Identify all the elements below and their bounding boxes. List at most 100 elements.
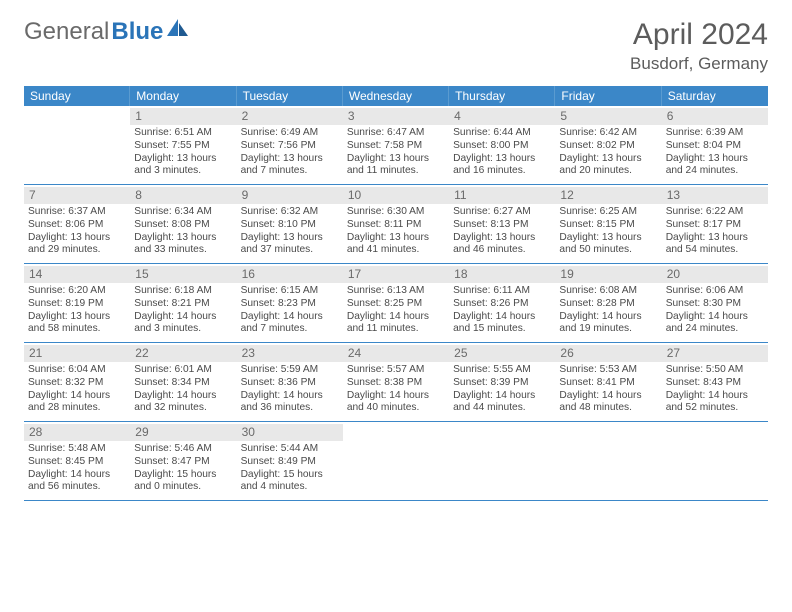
day-info-line: Daylight: 14 hours [241,390,339,403]
day-info-line: and 16 minutes. [453,165,551,178]
day-info-line: Sunset: 8:32 PM [28,377,126,390]
day-info-line: and 52 minutes. [666,402,764,415]
day-number: 25 [449,345,555,362]
day-info-line: Daylight: 14 hours [559,311,657,324]
day-info-line: Daylight: 13 hours [241,153,339,166]
month-title: April 2024 [630,18,768,52]
day-info-line: Daylight: 13 hours [453,232,551,245]
day-info-line: Daylight: 14 hours [347,390,445,403]
day-number: 9 [237,187,343,204]
day-info-line: Sunrise: 6:27 AM [453,206,551,219]
day-info-line: Sunset: 8:41 PM [559,377,657,390]
title-block: April 2024 Busdorf, Germany [630,18,768,74]
day-info-line: Sunrise: 6:04 AM [28,364,126,377]
day-cell: 26Sunrise: 5:53 AMSunset: 8:41 PMDayligh… [555,343,661,421]
day-info-line: Daylight: 14 hours [28,390,126,403]
day-info-line: Sunset: 8:06 PM [28,219,126,232]
day-info-line: Sunrise: 6:01 AM [134,364,232,377]
day-info-line: Sunrise: 6:30 AM [347,206,445,219]
day-number: 22 [130,345,236,362]
day-info-line: Sunrise: 6:49 AM [241,127,339,140]
day-header: Wednesday [343,86,449,106]
day-cell: 1Sunrise: 6:51 AMSunset: 7:55 PMDaylight… [130,106,236,184]
day-info-line: Sunrise: 5:50 AM [666,364,764,377]
day-info-line: Sunset: 8:02 PM [559,140,657,153]
day-info-line: Daylight: 14 hours [134,311,232,324]
day-info-line: Sunrise: 6:22 AM [666,206,764,219]
day-number: 15 [130,266,236,283]
day-info-line: Sunrise: 6:32 AM [241,206,339,219]
day-info-line: Sunrise: 6:06 AM [666,285,764,298]
day-info-line: Sunset: 8:19 PM [28,298,126,311]
day-number: 18 [449,266,555,283]
day-header-row: Sunday Monday Tuesday Wednesday Thursday… [24,86,768,106]
day-info-line: Daylight: 13 hours [28,311,126,324]
day-info-line: Sunrise: 6:11 AM [453,285,551,298]
day-header: Tuesday [237,86,343,106]
day-info-line: and 11 minutes. [347,323,445,336]
day-info-line: and 36 minutes. [241,402,339,415]
calendar: Sunday Monday Tuesday Wednesday Thursday… [24,86,768,501]
day-number: 30 [237,424,343,441]
day-cell [555,422,661,500]
day-cell: 7Sunrise: 6:37 AMSunset: 8:06 PMDaylight… [24,185,130,263]
day-number: 17 [343,266,449,283]
day-info-line: Sunset: 8:23 PM [241,298,339,311]
day-cell: 22Sunrise: 6:01 AMSunset: 8:34 PMDayligh… [130,343,236,421]
day-number: 4 [449,108,555,125]
day-info-line: Sunrise: 6:37 AM [28,206,126,219]
day-info-line: Sunrise: 6:13 AM [347,285,445,298]
day-cell: 15Sunrise: 6:18 AMSunset: 8:21 PMDayligh… [130,264,236,342]
day-info-line: Sunrise: 5:48 AM [28,443,126,456]
day-number: 6 [662,108,768,125]
day-cell: 29Sunrise: 5:46 AMSunset: 8:47 PMDayligh… [130,422,236,500]
day-cell: 14 Sunrise: 6:20 AMSunset: 8:19 PMDayligh… [24,264,130,342]
day-info-line: Daylight: 15 hours [241,469,339,482]
day-number: 1 [130,108,236,125]
day-info-line: Daylight: 14 hours [453,390,551,403]
day-cell: 10Sunrise: 6:30 AMSunset: 8:11 PMDayligh… [343,185,449,263]
day-header: Sunday [24,86,130,106]
day-info-line: and 19 minutes. [559,323,657,336]
day-cell: 2Sunrise: 6:49 AMSunset: 7:56 PMDaylight… [237,106,343,184]
day-cell: 19Sunrise: 6:08 AMSunset: 8:28 PMDayligh… [555,264,661,342]
day-info-line: and 11 minutes. [347,165,445,178]
day-info-line: Daylight: 14 hours [241,311,339,324]
day-info-line: Sunrise: 6:20 AM [28,285,126,298]
day-info-line: Daylight: 13 hours [134,153,232,166]
day-info-line: Sunset: 7:56 PM [241,140,339,153]
day-info-line: Daylight: 14 hours [28,469,126,482]
day-info-line: Sunrise: 6:18 AM [134,285,232,298]
week-row: 14Sunrise: 6:20 AMSunset: 8:19 PMDayligh… [24,264,768,343]
day-cell: 9Sunrise: 6:32 AMSunset: 8:10 PMDaylight… [237,185,343,263]
day-info-line: and 58 minutes. [28,323,126,336]
day-header: Friday [555,86,661,106]
day-info-line: and 3 minutes. [134,165,232,178]
day-info-line: Sunrise: 6:39 AM [666,127,764,140]
week-row: 1Sunrise: 6:51 AMSunset: 7:55 PMDaylight… [24,106,768,185]
day-cell: 11Sunrise: 6:27 AMSunset: 8:13 PMDayligh… [449,185,555,263]
week-row: 7Sunrise: 6:37 AMSunset: 8:06 PMDaylight… [24,185,768,264]
day-cell [24,106,130,184]
day-info-line: and 48 minutes. [559,402,657,415]
day-number: 13 [662,187,768,204]
week-row: 21Sunrise: 6:04 AMSunset: 8:32 PMDayligh… [24,343,768,422]
day-info-line: and 50 minutes. [559,244,657,257]
day-info-line: and 46 minutes. [453,244,551,257]
logo-text-2: Blue [111,18,163,46]
location: Busdorf, Germany [630,54,768,74]
day-info-line: Sunrise: 5:59 AM [241,364,339,377]
day-info-line: Sunrise: 5:57 AM [347,364,445,377]
day-number: 10 [343,187,449,204]
day-info-line: Sunset: 8:04 PM [666,140,764,153]
day-info-line: and 29 minutes. [28,244,126,257]
day-number: 12 [555,187,661,204]
weeks-container: 1Sunrise: 6:51 AMSunset: 7:55 PMDaylight… [24,106,768,501]
logo: GeneralBlue [24,18,189,46]
day-info-line: and 41 minutes. [347,244,445,257]
day-number: 14 [24,266,130,283]
day-info-line: Daylight: 13 hours [347,153,445,166]
day-number: 3 [343,108,449,125]
day-cell: 30Sunrise: 5:44 AMSunset: 8:49 PMDayligh… [237,422,343,500]
day-info-line: Sunset: 8:00 PM [453,140,551,153]
